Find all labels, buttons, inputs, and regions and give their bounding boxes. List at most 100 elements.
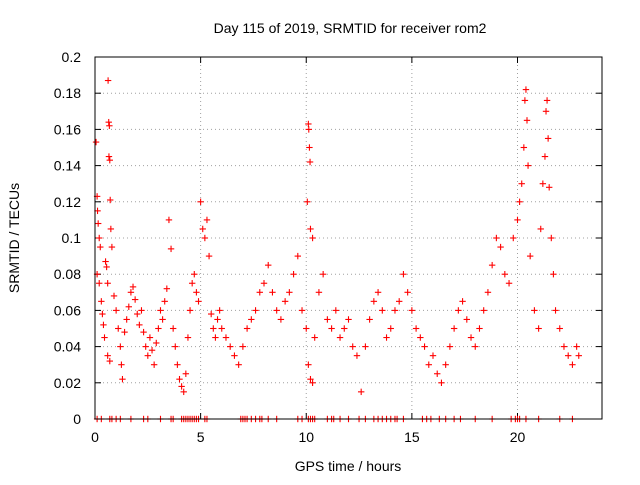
data-point [505,280,513,287]
data-point [303,325,310,332]
data-point [305,126,312,133]
data-point [182,370,190,377]
data-point [155,325,162,332]
data-point [131,296,139,303]
data-point [307,375,314,383]
y-axis-label: SRMTID / TECUs [6,183,22,293]
data-point [99,310,106,318]
data-point [539,180,547,187]
data-point [129,283,137,291]
data-point [290,271,297,278]
data-point [199,225,206,233]
data-point [138,307,145,314]
data-point [256,289,263,296]
x-tick-label: 20 [510,429,526,445]
data-point [488,261,496,269]
y-tick-label: 0.16 [54,121,81,137]
data-point [309,379,316,386]
data-point [184,334,192,341]
data-point [319,271,327,278]
data-point [575,352,582,359]
data-point [332,307,340,314]
data-point [520,144,528,151]
data-point [127,289,135,296]
data-point [193,289,200,296]
data-point [349,343,356,350]
data-point [227,343,234,350]
y-tick-label: 0.08 [54,266,81,282]
data-point [163,285,171,292]
data-point [501,271,509,278]
data-point [248,316,255,323]
data-point [102,258,109,265]
data-point [176,375,183,383]
data-point [298,307,306,314]
data-point [110,292,118,300]
data-point [531,307,538,314]
data-point [105,118,112,126]
data-point [212,334,219,341]
data-point [345,316,352,323]
data-point [545,184,553,191]
data-point [400,271,407,278]
data-point [510,234,517,242]
data-point [153,339,160,347]
x-tick-label: 10 [298,429,314,445]
y-tick-label: 0.02 [54,375,81,391]
data-point [161,298,168,305]
data-point [304,198,311,205]
data-point [311,334,318,341]
data-point [417,334,424,341]
x-tick-label: 5 [197,429,205,445]
data-point [269,289,276,296]
data-point [357,388,365,396]
data-point [521,97,529,104]
data-point [142,343,149,350]
data-point [265,261,272,269]
data-point [573,343,580,350]
data-point [306,158,314,166]
tick-labels: 0 0.02 0.04 0.06 0.08 0.1 0.12 0.14 0.16 0.18 0.2 0… [54,49,526,445]
data-point [106,156,113,164]
data-point [307,225,314,233]
plot-frame [94,56,603,420]
y-tick-label: 0.12 [54,194,81,210]
data-point [336,334,344,341]
data-point [442,361,449,368]
data-point [231,352,238,359]
data-point [180,388,187,396]
data-point [309,234,316,242]
data-point [104,352,111,359]
data-point [281,298,289,305]
data-point [150,361,158,368]
data-point [450,325,458,332]
data-point [205,252,213,260]
data-point [169,325,177,332]
data-point [404,289,411,296]
data-point [98,298,105,305]
data-point [412,325,420,332]
data-point [96,234,103,242]
data-point [186,307,194,314]
data-point [157,307,164,314]
y-tick-label: 0.06 [54,302,81,318]
data-point [112,307,120,314]
x-axis-label: GPS time / hours [295,458,402,474]
data-point [100,321,107,329]
data-point [516,198,523,205]
data-point [104,280,111,287]
data-point [207,310,215,318]
data-point [218,325,225,332]
y-tick-label: 0 [73,411,81,427]
data-point [106,122,113,129]
data-point [97,243,104,251]
data-point [383,334,390,341]
data-point [107,225,115,233]
data-point [493,234,500,242]
data-point [191,271,198,278]
data-point [159,316,166,323]
data-point [165,216,173,224]
y-tick-label: 0.1 [62,230,82,246]
